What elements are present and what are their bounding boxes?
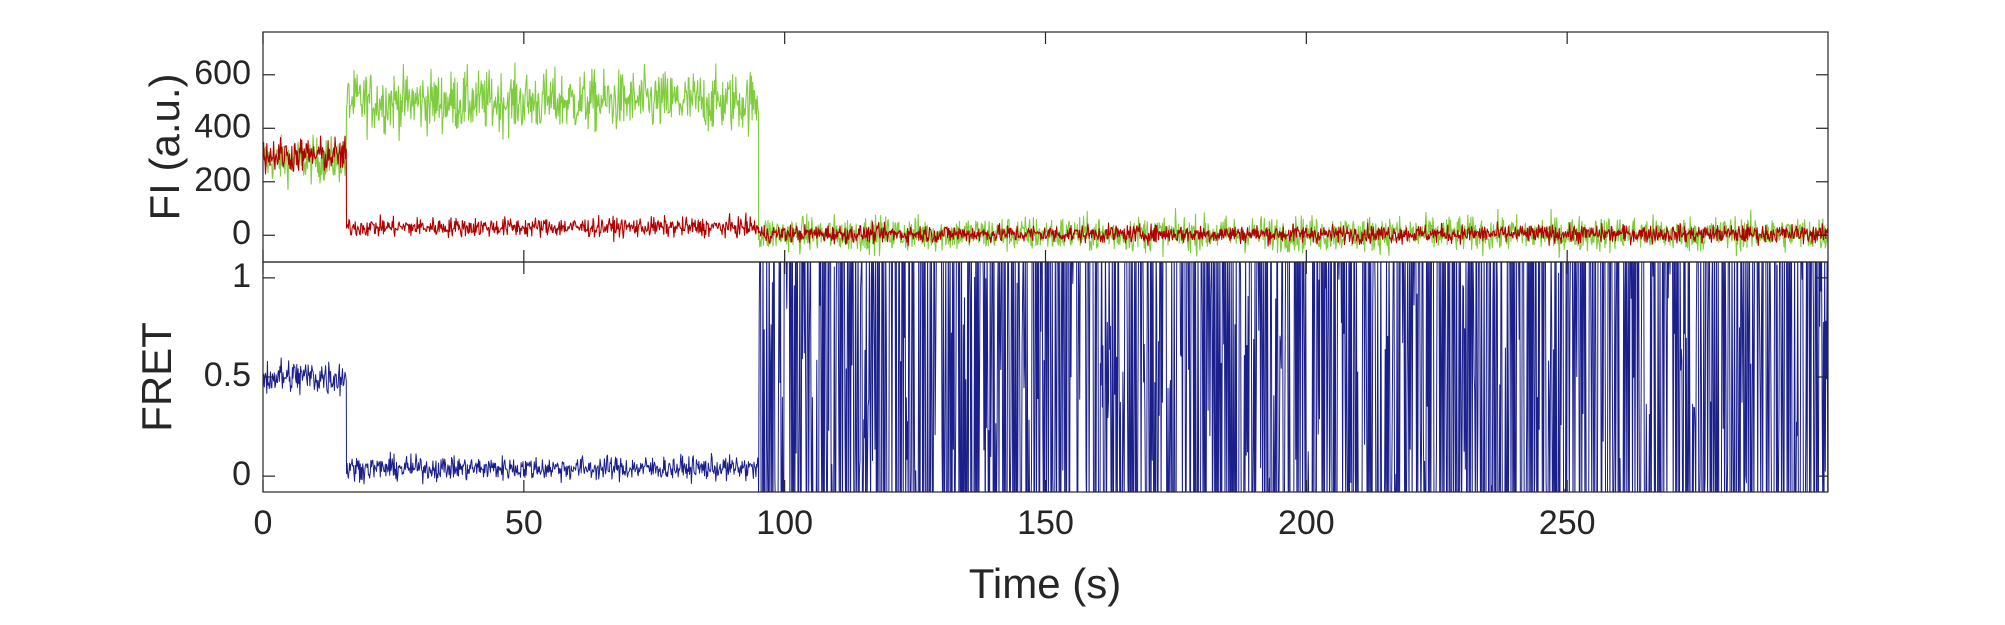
y-tick-label: 200 <box>194 161 251 199</box>
y-tick-label: 0 <box>232 455 251 493</box>
y-tick-label: 400 <box>194 107 251 145</box>
y-tick-label: 0.5 <box>204 356 251 394</box>
x-tick-label: 0 <box>254 504 273 542</box>
top-plot-area <box>263 32 1828 262</box>
x-tick-label: 250 <box>1539 504 1596 542</box>
y-tick-label: 0 <box>232 214 251 252</box>
x-axis-label: Time (s) <box>969 560 1121 607</box>
y-tick-label: 1 <box>232 257 251 295</box>
x-tick-label: 100 <box>756 504 813 542</box>
bottom-y-axis-label: FRET <box>133 322 180 432</box>
y-tick-label: 600 <box>194 54 251 92</box>
bottom-series-line-0 <box>263 262 1828 492</box>
x-tick-label: 150 <box>1017 504 1074 542</box>
top-series-line-1 <box>263 135 1828 247</box>
x-tick-label: 200 <box>1278 504 1335 542</box>
top-traces <box>263 62 1828 259</box>
top-y-axis-label: FI (a.u.) <box>141 73 188 220</box>
bottom-traces <box>263 262 1828 492</box>
x-tick-label: 50 <box>505 504 543 542</box>
bottom-ticks: 0 0.5 1 0 50 100 150 200 250 <box>204 257 1828 542</box>
top-ticks: 0 200 400 600 <box>194 32 1828 262</box>
